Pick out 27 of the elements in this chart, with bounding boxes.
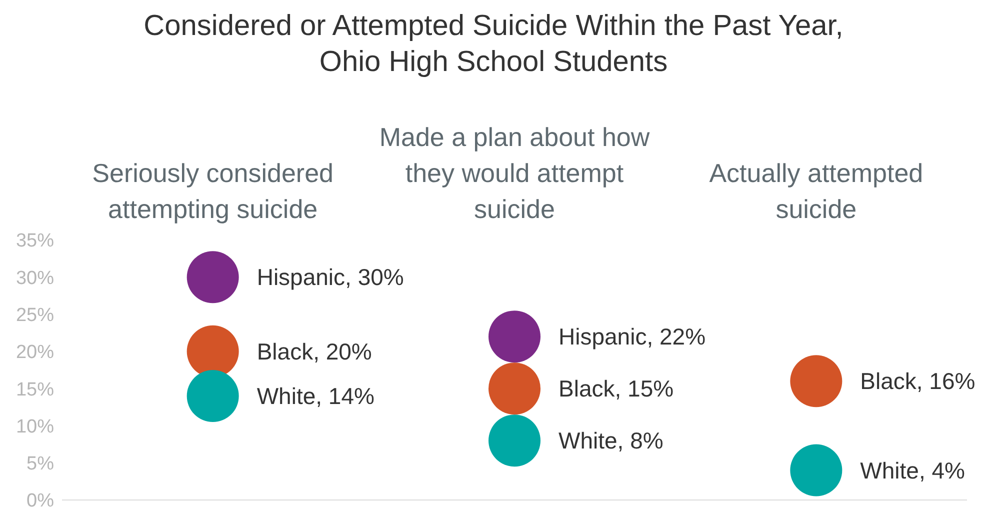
point [790, 444, 842, 496]
text: Hispanic, 22% [558, 324, 706, 350]
y-tick-label: 25% [16, 305, 54, 326]
x-tick-label: Made a plan about how they would attempt suicide [379, 122, 650, 224]
x-tick-label: Seriously considered attempting suicide [92, 158, 334, 224]
y-tick-label: 30% [16, 268, 54, 289]
text: White, 14% [256, 383, 374, 409]
text: Black, 20% [256, 338, 372, 364]
y-tick-label: 5% [26, 454, 54, 475]
point [488, 414, 540, 467]
chart-title: Considered or Attempted Suicide Within the Past Year, Ohio High School Students [142, 9, 844, 80]
y-tick-label: 20% [16, 342, 54, 364]
y-tick-label: 35% [16, 230, 54, 252]
point [186, 251, 239, 304]
text: White, 4% [860, 457, 965, 484]
y-tick-label: 10% [16, 416, 54, 438]
point [488, 362, 540, 415]
point [488, 310, 540, 363]
y-tick-label: 15% [16, 379, 54, 400]
text: Black, 16% [860, 368, 976, 394]
text: Black, 15% [558, 376, 674, 402]
y-tick-label: 0% [26, 490, 54, 509]
x-tick-label: Actually attempted suicide [709, 158, 924, 224]
point [186, 370, 239, 422]
point [790, 355, 842, 408]
text: Hispanic, 30% [256, 264, 404, 290]
text: White, 8% [558, 428, 664, 454]
